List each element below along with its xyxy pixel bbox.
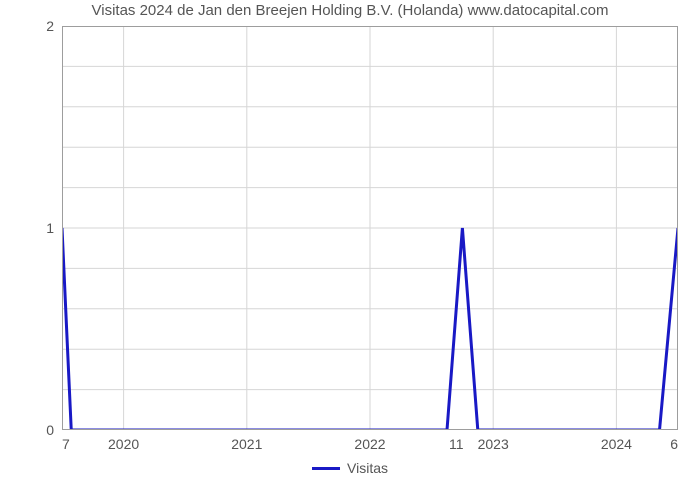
legend: Visitas	[312, 460, 388, 476]
chart-container: Visitas 2024 de Jan den Breejen Holding …	[0, 0, 700, 500]
x-tick-label: 2023	[478, 436, 509, 452]
y-tick-label: 2	[46, 18, 54, 34]
plot-area: 012202020212022202320247116	[62, 26, 678, 430]
chart-svg	[62, 26, 678, 430]
chart-title: Visitas 2024 de Jan den Breejen Holding …	[0, 2, 700, 19]
extra-label: 11	[449, 436, 464, 452]
extra-label: 7	[62, 436, 70, 452]
x-tick-label: 2024	[601, 436, 632, 452]
y-tick-label: 0	[46, 422, 54, 438]
legend-label: Visitas	[347, 460, 388, 476]
extra-label: 6	[670, 436, 678, 452]
x-tick-label: 2021	[231, 436, 262, 452]
x-tick-label: 2022	[354, 436, 385, 452]
legend-swatch	[312, 467, 340, 470]
x-tick-label: 2020	[108, 436, 139, 452]
y-tick-label: 1	[46, 220, 54, 236]
